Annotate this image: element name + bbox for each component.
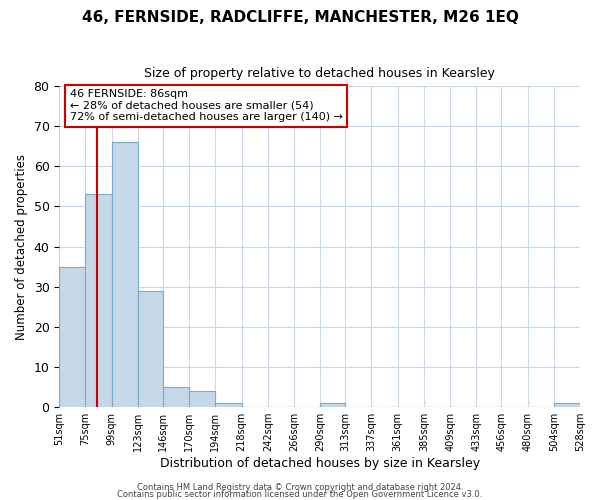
Text: Contains HM Land Registry data © Crown copyright and database right 2024.: Contains HM Land Registry data © Crown c… bbox=[137, 484, 463, 492]
Text: Contains public sector information licensed under the Open Government Licence v3: Contains public sector information licen… bbox=[118, 490, 482, 499]
Bar bbox=[554, 403, 580, 407]
X-axis label: Distribution of detached houses by size in Kearsley: Distribution of detached houses by size … bbox=[160, 457, 480, 470]
Bar bbox=[215, 403, 242, 407]
Bar bbox=[163, 387, 189, 407]
Bar bbox=[59, 266, 85, 407]
Bar bbox=[112, 142, 138, 407]
Bar bbox=[320, 403, 345, 407]
Title: Size of property relative to detached houses in Kearsley: Size of property relative to detached ho… bbox=[144, 68, 495, 80]
Y-axis label: Number of detached properties: Number of detached properties bbox=[15, 154, 28, 340]
Bar bbox=[85, 194, 112, 407]
Bar bbox=[138, 290, 163, 407]
Text: 46, FERNSIDE, RADCLIFFE, MANCHESTER, M26 1EQ: 46, FERNSIDE, RADCLIFFE, MANCHESTER, M26… bbox=[82, 10, 518, 25]
Text: 46 FERNSIDE: 86sqm
← 28% of detached houses are smaller (54)
72% of semi-detache: 46 FERNSIDE: 86sqm ← 28% of detached hou… bbox=[70, 89, 343, 122]
Bar bbox=[189, 391, 215, 407]
